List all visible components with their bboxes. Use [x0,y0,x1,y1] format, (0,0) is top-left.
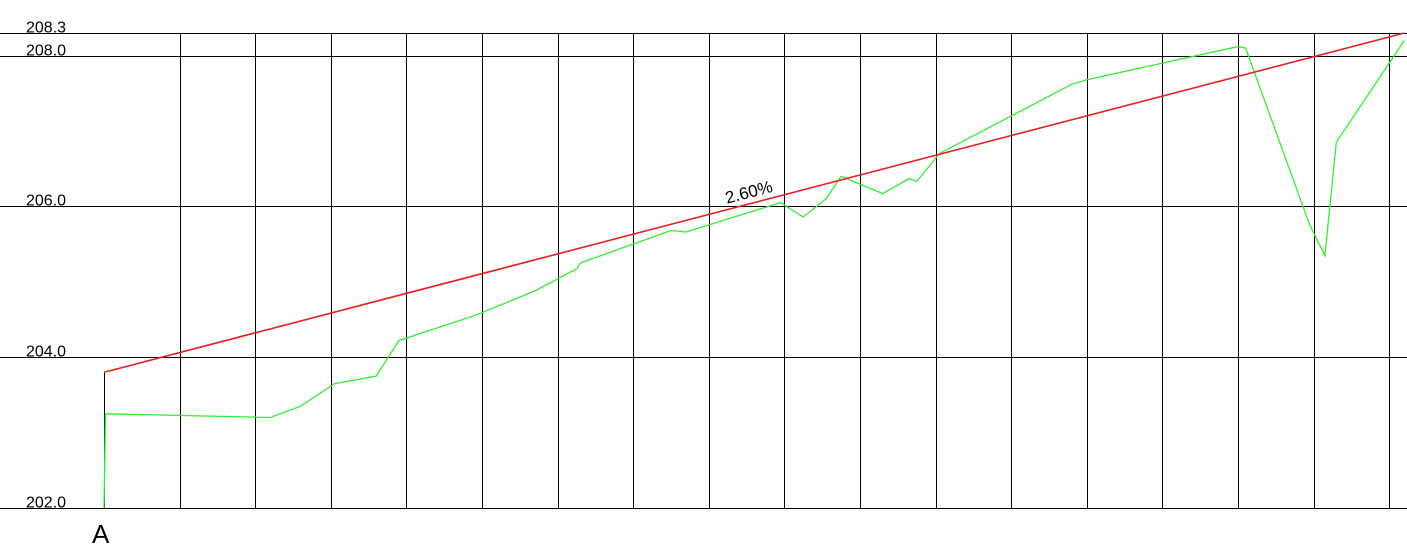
grid-layer [0,33,1407,509]
y-tick-label: 206.0 [26,193,66,210]
y-tick-label: 208.3 [26,20,66,37]
y-tick-label: 204.0 [26,344,66,361]
grade-percent-label: 2.60% [723,177,774,208]
label-layer: 2.60% A [92,177,775,548]
y-tick-label: 202.0 [26,495,66,512]
series-layer [103,32,1405,509]
y-tick-label: 208.0 [26,43,66,60]
start-point-label: A [92,519,110,548]
grade-trend-line [103,32,1405,374]
y-tick-labels: 208.3 208.0 206.0 204.0 202.0 [26,20,66,512]
profile-series-line [103,40,1405,509]
